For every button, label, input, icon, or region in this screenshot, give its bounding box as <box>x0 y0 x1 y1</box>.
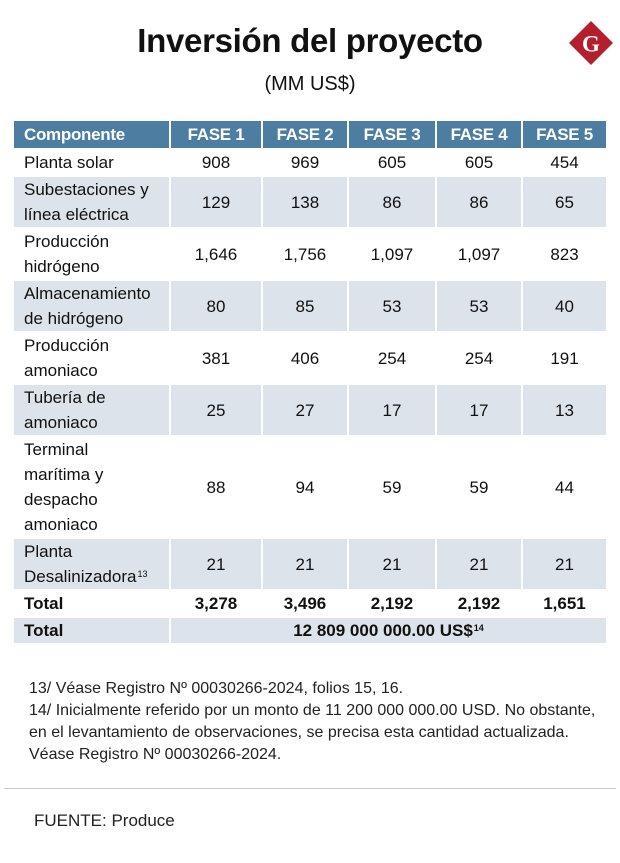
cell-value: 59 <box>382 477 402 497</box>
cell-value: 129 <box>171 177 261 227</box>
cell-value: 13 <box>523 385 606 435</box>
cell-value: 40 <box>523 281 606 331</box>
column-header-phase-5: FASE 5 <box>523 121 606 148</box>
total-value: 2,192 <box>370 594 414 613</box>
cell-value: 27 <box>263 385 347 435</box>
cell-value: 1,646 <box>194 244 238 264</box>
row-label: Planta solar <box>24 153 114 172</box>
total-value: 3,496 <box>283 594 327 613</box>
cell-value: 88 <box>206 477 226 497</box>
cell-value: 1,756 <box>283 244 327 264</box>
cell-value: 25 <box>171 385 261 435</box>
cell-value: 17 <box>349 385 435 435</box>
cell-value: 406 <box>290 348 320 368</box>
cell-value: 21 <box>349 539 435 589</box>
logo-letter: G <box>582 32 600 57</box>
row-label: Planta Desalinizadora13 <box>14 539 169 589</box>
column-header-phase-1: FASE 1 <box>171 121 261 148</box>
table-row: Tubería de amoniaco 25 27 17 17 13 <box>14 385 606 435</box>
cell-value: 138 <box>263 177 347 227</box>
cell-value: 1,097 <box>370 244 414 264</box>
grand-total-label: Total <box>14 618 169 643</box>
cell-value: 381 <box>201 348 231 368</box>
footnotes: 13/ Véase Registro Nº 00030266-2024, fol… <box>29 678 599 766</box>
cell-value: 454 <box>550 153 579 172</box>
cell-value: 908 <box>201 153 231 172</box>
grand-total-row: Total 12 809 000 000.00 US$14 <box>14 618 606 643</box>
cell-value: 85 <box>263 281 347 331</box>
cell-value: 21 <box>263 539 347 589</box>
cell-value: 59 <box>469 477 489 497</box>
row-label: Producción amoniaco <box>24 336 110 380</box>
cell-value: 86 <box>437 177 521 227</box>
cell-value: 86 <box>349 177 435 227</box>
cell-value: 605 <box>377 153 407 172</box>
table-header-row: Componente FASE 1 FASE 2 FASE 3 FASE 4 F… <box>14 121 606 148</box>
column-header-component: Componente <box>14 121 169 148</box>
row-label: Almacenamiento de hidrógeno <box>14 281 169 331</box>
footnote-13: 13/ Véase Registro Nº 00030266-2024, fol… <box>29 680 404 697</box>
source-credit: FUENTE: Produce <box>34 811 175 830</box>
cell-value: 191 <box>550 348 579 368</box>
column-header-phase-4: FASE 4 <box>437 121 521 148</box>
footnote-marker: 14 <box>473 623 484 633</box>
phase-total-row: Total 3,278 3,496 2,192 2,192 1,651 <box>14 591 606 616</box>
cell-value: 80 <box>171 281 261 331</box>
cell-value: 44 <box>555 477 574 497</box>
cell-value: 254 <box>377 348 407 368</box>
row-label: Producción hidrógeno <box>24 232 110 276</box>
cell-value: 605 <box>464 153 494 172</box>
divider <box>4 788 616 789</box>
row-label: Tubería de amoniaco <box>14 385 169 435</box>
table-row: Producción hidrógeno 1,646 1,756 1,097 1,… <box>14 229 606 279</box>
cell-value: 94 <box>295 477 315 497</box>
total-value: 1,651 <box>543 594 586 613</box>
cell-value: 823 <box>550 244 579 264</box>
page-title: Inversión del proyecto <box>137 22 483 59</box>
logo-diamond <box>569 21 613 65</box>
row-label: Terminal marítima y despacho amoniaco <box>24 440 104 534</box>
cell-value: 254 <box>464 348 494 368</box>
cell-value: 21 <box>437 539 521 589</box>
total-value: 2,192 <box>457 594 501 613</box>
row-label: Subestaciones y línea eléctrica <box>14 177 169 227</box>
cell-value: 21 <box>171 539 261 589</box>
cell-value: 53 <box>437 281 521 331</box>
table-row: Planta Desalinizadora13 21 21 21 21 21 <box>14 539 606 589</box>
cell-value: 969 <box>290 153 320 172</box>
grand-total-value: 12 809 000 000.00 US$14 <box>171 618 606 643</box>
cell-value: 17 <box>437 385 521 435</box>
column-header-phase-2: FASE 2 <box>263 121 347 148</box>
footnote-14: 14/ Inicialmente referido por un monto d… <box>29 702 596 763</box>
cell-value: 53 <box>349 281 435 331</box>
table-row: Terminal marítima y despacho amoniaco 88 94… <box>14 437 606 537</box>
total-value: 3,278 <box>194 594 238 613</box>
cell-value: 21 <box>523 539 606 589</box>
table-row: Subestaciones y línea eléctrica 129 138 8… <box>14 177 606 227</box>
investment-table: Componente FASE 1 FASE 2 FASE 3 FASE 4 F… <box>12 119 608 645</box>
cell-value: 1,097 <box>457 244 501 264</box>
table-row: Almacenamiento de hidrógeno 80 85 53 53 4… <box>14 281 606 331</box>
column-header-phase-3: FASE 3 <box>349 121 435 148</box>
footnote-marker: 13 <box>137 569 148 579</box>
cell-value: 65 <box>523 177 606 227</box>
total-label: Total <box>24 594 64 613</box>
table-row: Producción amoniaco 381 406 254 254 191 <box>14 333 606 383</box>
page-subtitle: (MM US$) <box>264 73 356 95</box>
table-row: Planta solar 908 969 605 605 454 <box>14 150 606 175</box>
brand-logo: G <box>569 21 613 65</box>
